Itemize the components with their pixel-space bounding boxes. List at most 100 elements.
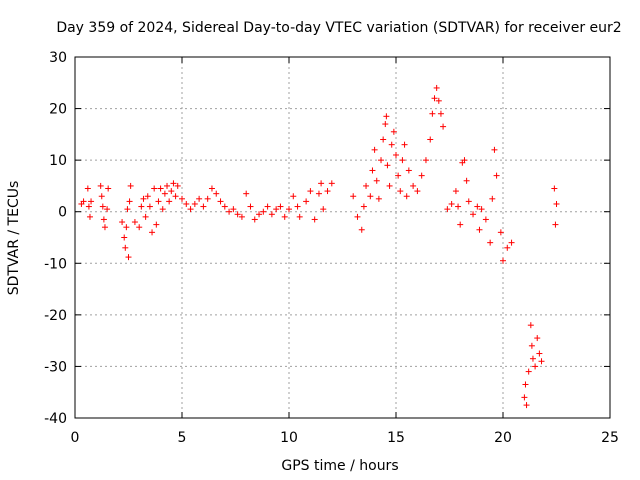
data-point xyxy=(124,206,131,213)
data-points xyxy=(78,84,560,409)
grid xyxy=(75,57,610,418)
data-point xyxy=(433,84,440,91)
data-point xyxy=(151,185,158,192)
data-point xyxy=(444,206,451,213)
data-point xyxy=(437,110,444,117)
data-point xyxy=(410,182,417,189)
data-point xyxy=(538,358,545,365)
data-point xyxy=(324,188,331,195)
data-point xyxy=(429,110,436,117)
data-point xyxy=(179,195,185,202)
data-point xyxy=(552,221,559,228)
data-point xyxy=(328,180,335,187)
data-point xyxy=(187,206,194,213)
data-point xyxy=(221,203,228,210)
data-point xyxy=(525,368,532,375)
data-point xyxy=(122,244,129,251)
data-point xyxy=(142,213,149,220)
data-point xyxy=(234,211,241,218)
data-point xyxy=(200,203,207,210)
data-point xyxy=(101,224,108,231)
chart-title: Day 359 of 2024, Sidereal Day-to-day VTE… xyxy=(56,20,621,36)
data-point xyxy=(315,190,322,197)
x-tick-label: 0 xyxy=(71,430,80,446)
data-point xyxy=(378,157,385,164)
data-point xyxy=(363,182,370,189)
data-point xyxy=(482,216,489,223)
data-point xyxy=(431,95,438,102)
data-point xyxy=(296,213,303,220)
data-point xyxy=(273,206,280,213)
data-point xyxy=(532,363,539,370)
data-point xyxy=(373,177,380,184)
y-tick-label: 0 xyxy=(58,205,67,221)
data-point xyxy=(527,322,534,329)
data-point xyxy=(144,193,151,200)
data-point xyxy=(105,185,112,192)
data-point xyxy=(497,229,504,236)
data-point xyxy=(80,198,87,205)
data-point xyxy=(380,136,387,143)
x-tick-label: 25 xyxy=(601,430,619,446)
y-tick-label: 10 xyxy=(49,153,67,169)
data-point xyxy=(123,224,130,231)
data-point xyxy=(463,177,470,184)
axis-ticks: -40 -30 -20 -10 0 10 20 30 0 5 10 15 20 25 xyxy=(44,50,619,446)
data-point xyxy=(164,182,171,189)
data-point xyxy=(86,213,93,220)
data-point xyxy=(461,157,468,164)
data-point xyxy=(307,188,314,195)
data-point xyxy=(127,182,134,189)
data-point xyxy=(161,190,168,197)
data-point xyxy=(303,198,310,205)
data-point xyxy=(119,219,126,226)
data-point xyxy=(491,146,498,153)
data-point xyxy=(191,200,198,207)
y-tick-label: 20 xyxy=(49,102,67,118)
y-tick-label: -40 xyxy=(44,411,67,427)
data-point xyxy=(172,193,179,200)
data-point xyxy=(131,219,138,226)
data-point xyxy=(251,216,258,223)
data-point xyxy=(487,239,494,246)
data-point xyxy=(213,190,220,197)
data-point xyxy=(98,193,105,200)
data-point xyxy=(388,141,395,148)
data-point xyxy=(97,182,104,189)
data-point xyxy=(500,257,506,264)
data-point xyxy=(536,350,543,357)
data-point xyxy=(149,229,156,236)
data-point xyxy=(521,394,528,401)
x-tick-label: 5 xyxy=(178,430,187,446)
data-point xyxy=(403,193,410,200)
data-point xyxy=(397,188,404,195)
data-point xyxy=(390,128,397,135)
data-point xyxy=(465,198,472,205)
data-point xyxy=(174,182,181,189)
data-point xyxy=(474,203,481,210)
x-tick-label: 10 xyxy=(280,430,298,446)
x-tick-label: 15 xyxy=(387,430,405,446)
data-point xyxy=(243,190,250,197)
data-point xyxy=(393,151,399,158)
data-point xyxy=(247,203,254,210)
data-point xyxy=(166,198,173,205)
y-tick-label: 30 xyxy=(49,50,67,66)
data-point xyxy=(360,203,367,210)
data-point xyxy=(401,141,408,148)
data-point xyxy=(125,254,132,261)
data-point xyxy=(382,121,389,128)
data-point xyxy=(489,195,496,202)
y-axis-label: SDTVAR / TECUs xyxy=(6,181,22,296)
data-point xyxy=(405,167,412,174)
data-point xyxy=(238,213,245,220)
data-point xyxy=(399,157,406,164)
data-point xyxy=(183,200,190,207)
data-point xyxy=(196,195,203,202)
data-point xyxy=(311,216,318,223)
data-point xyxy=(354,213,361,220)
data-point xyxy=(146,203,153,210)
y-tick-label: -10 xyxy=(44,256,67,272)
